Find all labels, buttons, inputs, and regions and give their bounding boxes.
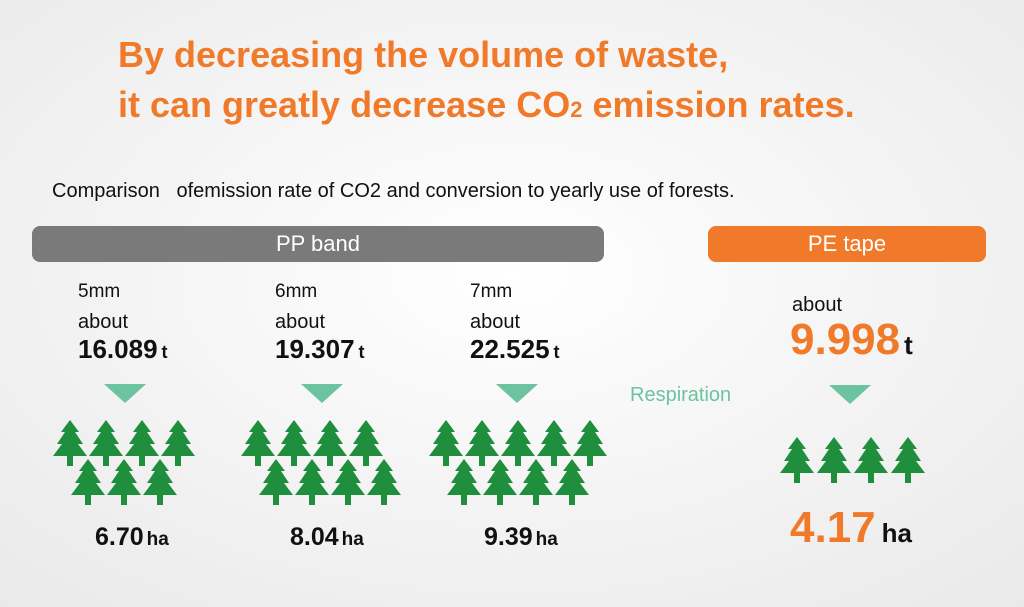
amount-unit: t	[554, 342, 560, 362]
about: about	[275, 311, 325, 333]
subtitle: Comparison ofemission rate of CO2 and co…	[52, 180, 735, 202]
amount-value: 22.525	[470, 334, 550, 364]
pp-band-bar	[32, 226, 604, 262]
area-unit: ha	[342, 529, 365, 550]
amount-value: 19.307	[275, 334, 355, 364]
headline-text: emission rates.	[582, 84, 854, 125]
about: about	[470, 311, 520, 333]
size: 5mm	[78, 281, 120, 302]
area: 6.70 ha	[95, 523, 169, 551]
area: 9.39 ha	[484, 523, 558, 551]
respiration-label: Respiration	[630, 384, 731, 406]
area-unit: ha	[147, 529, 170, 550]
amount-value: 16.089	[78, 334, 158, 364]
headline-line1: By decreasing the volume of waste,	[118, 34, 728, 75]
amount-unit: t	[359, 342, 365, 362]
size: 7mm	[470, 281, 512, 302]
amount: 22.525 t	[470, 334, 560, 364]
subscript: 2	[570, 97, 582, 122]
area: 4.17 ha	[790, 503, 913, 552]
pp-band-label: PP band	[276, 231, 360, 256]
arrow-down	[496, 384, 538, 403]
pe-tape-label: PE tape	[808, 231, 886, 256]
arrow-down	[301, 384, 343, 403]
area-unit: ha	[536, 529, 559, 550]
area-value: 4.17	[790, 503, 876, 552]
arrow-down	[829, 385, 871, 404]
arrow-down	[104, 384, 146, 403]
area: 8.04 ha	[290, 523, 364, 551]
amount-unit: t	[162, 342, 168, 362]
area-value: 8.04	[290, 523, 339, 551]
amount: 9.998 t	[790, 315, 913, 364]
amount-unit: t	[904, 330, 913, 360]
amount: 19.307 t	[275, 334, 365, 364]
area-value: 9.39	[484, 523, 533, 551]
area-unit: ha	[882, 518, 913, 548]
size: 6mm	[275, 281, 317, 302]
amount: 16.089 t	[78, 334, 168, 364]
headline-text: it can greatly decrease CO	[118, 84, 570, 125]
headline-line2: it can greatly decrease CO2 emission rat…	[118, 84, 855, 125]
about: about	[78, 311, 128, 333]
about: about	[792, 294, 842, 316]
amount-value: 9.998	[790, 315, 900, 364]
pe-tape-bar	[708, 226, 986, 262]
area-value: 6.70	[95, 523, 144, 551]
